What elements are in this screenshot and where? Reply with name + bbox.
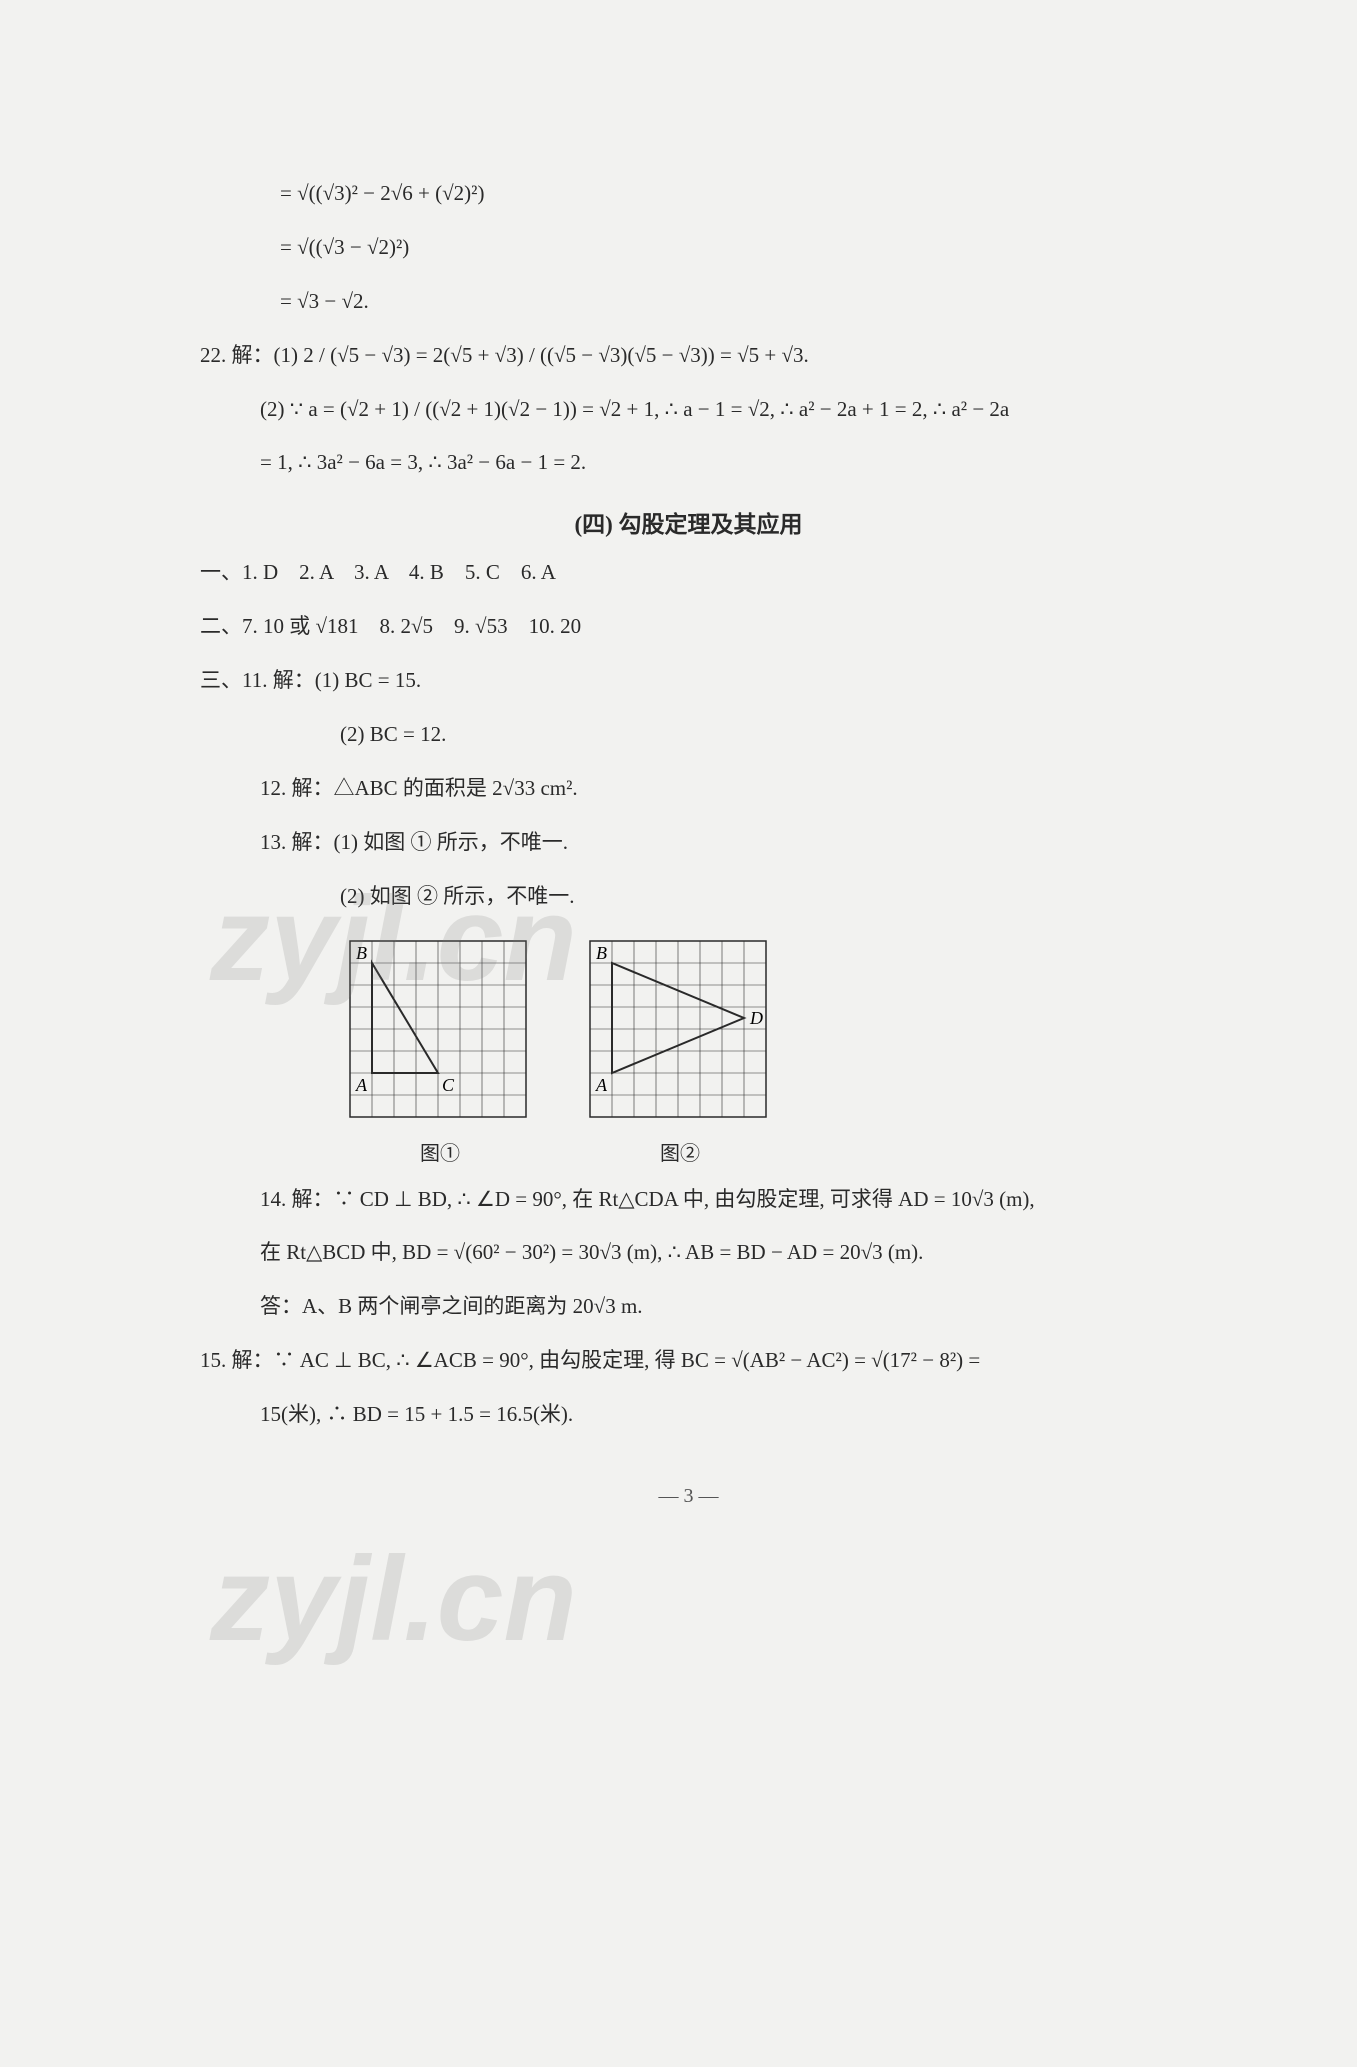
p22-label: 22. 解：(1) [200,343,303,367]
p22-part2-body: (√2 + 1) / ((√2 + 1)(√2 − 1)) = √2 + 1, … [340,397,1009,421]
svg-text:D: D [749,1008,763,1028]
figure-2: A B D 图② [580,931,780,1166]
p14-l1: 14. 解：∵ CD ⊥ BD, ∴ ∠D = 90°, 在 Rt△CDA 中,… [200,1180,1177,1220]
p14-l2: 在 Rt△BCD 中, BD = √(60² − 30²) = 30√3 (m)… [200,1233,1177,1273]
watermark-2: zyjl.cn [210,1530,577,1668]
p11-sub: (2) BC = 12. [200,715,1177,755]
p22-part2-prefix: (2) ∵ a = [260,397,340,421]
p22-part2-line2: = 1, ∴ 3a² − 6a = 3, ∴ 3a² − 6a − 1 = 2. [200,443,1177,483]
p12: 12. 解：△ABC 的面积是 2√33 cm². [200,769,1177,809]
figure-1: A B C 图① [340,931,540,1166]
svg-text:A: A [355,1075,368,1095]
p13-a: 13. 解：(1) 如图 ① 所示，不唯一. [200,823,1177,863]
p14-l3: 答：A、B 两个闸亭之间的距离为 20√3 m. [200,1287,1177,1327]
p11-head: 三、11. 解：(1) BC = 15. [200,661,1177,701]
svg-text:C: C [442,1075,455,1095]
p15-l1: 15. 解：∵ AC ⊥ BC, ∴ ∠ACB = 90°, 由勾股定理, 得 … [200,1341,1177,1381]
fill-answers: 二、7. 10 或 √181 8. 2√5 9. √53 10. 20 [200,607,1177,647]
eq-prev-1: = √((√3)² − 2√6 + (√2)²) [200,174,1177,214]
p22-part1-expr: 2 / (√5 − √3) = 2(√5 + √3) / ((√5 − √3)(… [303,343,809,367]
p22-part1: 22. 解：(1) 2 / (√5 − √3) = 2(√5 + √3) / (… [200,336,1177,376]
figure-1-svg: A B C [340,931,540,1131]
figure-2-label: 图② [660,1137,700,1166]
eq-prev-2: = √((√3 − √2)²) [200,228,1177,268]
p13-b: (2) 如图 ② 所示，不唯一. [200,877,1177,917]
section-title: (四) 勾股定理及其应用 [200,505,1177,539]
svg-text:B: B [596,943,607,963]
p22-part2-line1: (2) ∵ a = (√2 + 1) / ((√2 + 1)(√2 − 1)) … [200,390,1177,430]
p15-l2: 15(米), ∴ BD = 15 + 1.5 = 16.5(米). [200,1395,1177,1435]
mc-answers: 一、1. D 2. A 3. A 4. B 5. C 6. A [200,553,1177,593]
svg-text:B: B [356,943,367,963]
eq-prev-3: = √3 − √2. [200,282,1177,322]
figure-1-label: 图① [420,1137,460,1166]
svg-text:A: A [595,1075,608,1095]
figure-2-svg: A B D [580,931,780,1131]
figures-row: A B C 图① A B D 图② [340,931,1177,1166]
page-number: — 3 — [200,1485,1177,1508]
